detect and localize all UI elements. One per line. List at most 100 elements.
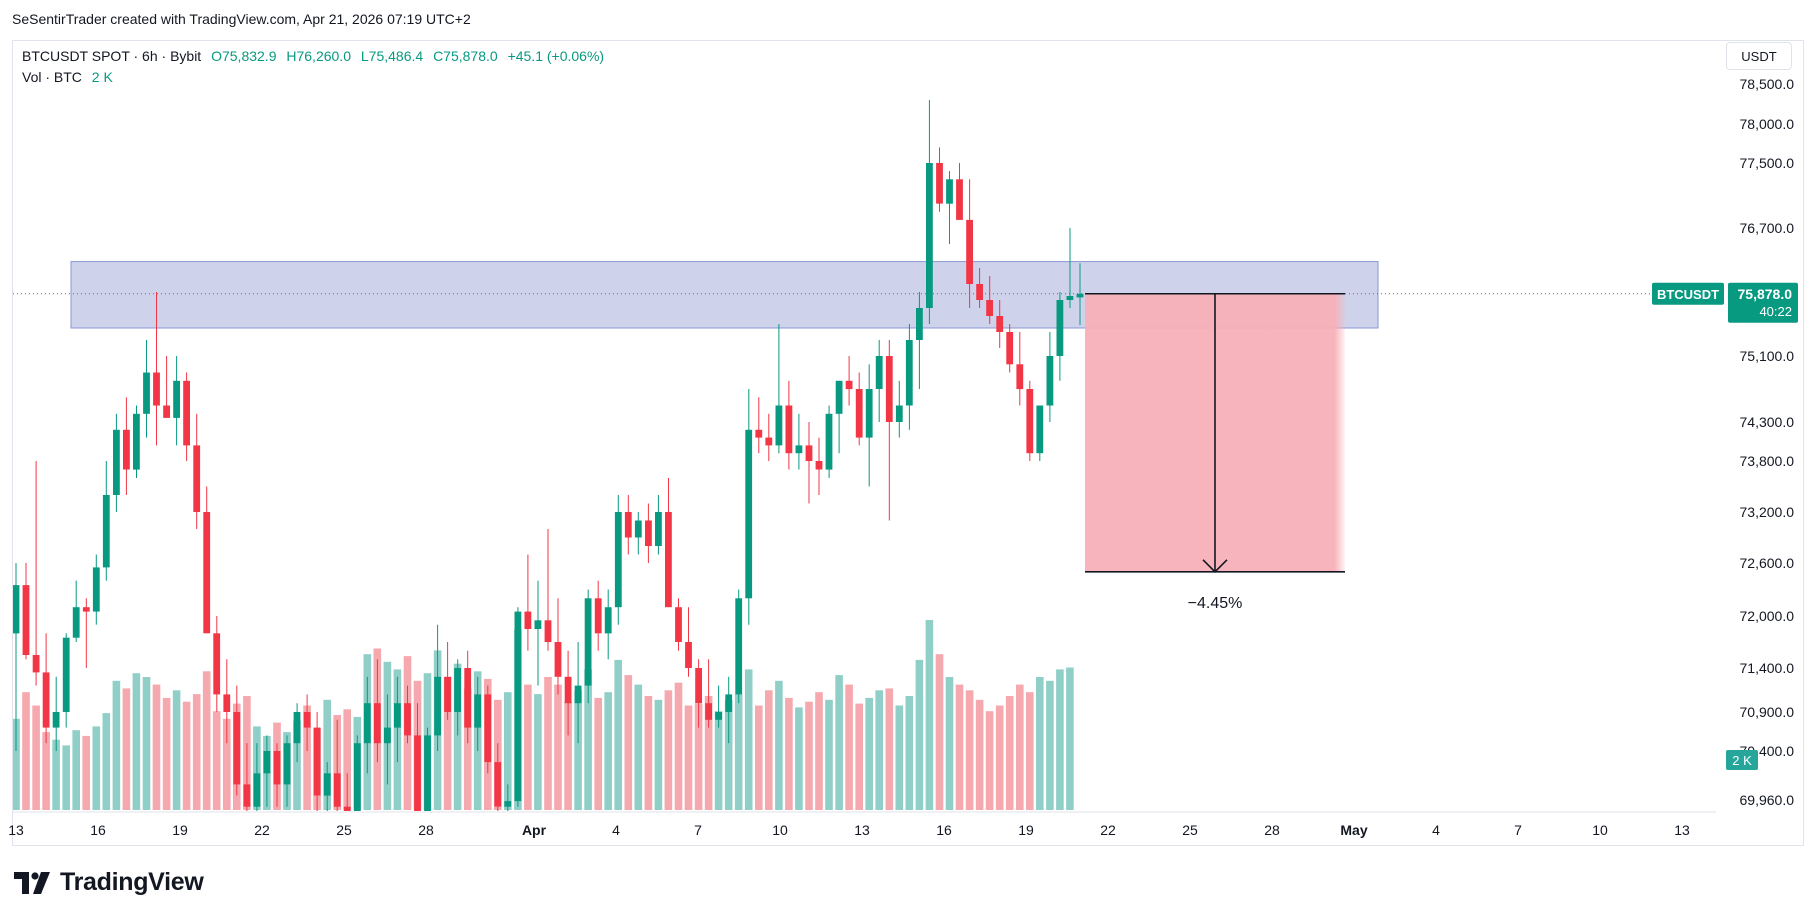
candle-body xyxy=(936,163,943,204)
volume-bar xyxy=(925,620,934,810)
candle-body xyxy=(193,445,201,512)
candle-body xyxy=(795,445,803,454)
candle-body xyxy=(323,773,331,796)
x-tick-label: 28 xyxy=(1264,822,1280,838)
y-tick-label: 78,000.0 xyxy=(1740,116,1795,132)
plot-area xyxy=(13,100,1716,811)
candle-body xyxy=(634,520,642,538)
volume-bar xyxy=(172,690,181,810)
tradingview-logo[interactable]: TradingView xyxy=(14,868,204,897)
candle-body xyxy=(1006,332,1014,365)
candle-body xyxy=(13,585,20,634)
candle-body xyxy=(655,512,662,546)
candle-body xyxy=(293,712,301,744)
candle-body xyxy=(62,637,70,712)
candle-body xyxy=(1076,293,1084,298)
projection-arrowhead xyxy=(1202,559,1228,573)
candle-body xyxy=(32,655,40,673)
volume-bar xyxy=(554,684,562,810)
tradingview-logo-icon xyxy=(14,871,50,894)
candle-body xyxy=(604,607,612,634)
candle-body xyxy=(805,445,813,461)
volume-bar xyxy=(1005,696,1014,810)
x-tick-label: May xyxy=(1340,822,1367,838)
volume-bar xyxy=(212,711,221,810)
volume-bar xyxy=(72,730,80,810)
legend-change: +45.1 (+0.06%) xyxy=(507,48,605,64)
x-tick-label: 10 xyxy=(772,822,788,838)
volume-bar xyxy=(855,703,863,810)
volume-bar xyxy=(162,697,171,810)
volume-bar xyxy=(1016,684,1024,810)
y-tick-label: 70,900.0 xyxy=(1740,704,1795,720)
candles xyxy=(13,100,1084,811)
candle-body xyxy=(303,712,311,728)
volume-bar xyxy=(504,692,512,810)
candle-body xyxy=(102,495,110,568)
candle-body xyxy=(92,567,100,612)
volume-bar xyxy=(775,680,783,810)
y-tick-label: 73,200.0 xyxy=(1740,504,1795,520)
candle-body xyxy=(243,784,251,807)
candle-body xyxy=(163,405,170,418)
x-tick-label: 4 xyxy=(612,822,620,838)
volume-bar xyxy=(574,690,582,810)
candle-body xyxy=(986,300,993,316)
volume-bar xyxy=(1036,677,1044,810)
volume-bar xyxy=(785,697,793,810)
volume-bar xyxy=(1056,669,1064,810)
volume-bar xyxy=(82,735,90,810)
candle-body xyxy=(584,598,592,686)
candle-body xyxy=(454,668,461,712)
candle-body xyxy=(534,620,542,629)
candle-body xyxy=(855,389,863,438)
candle-body xyxy=(484,694,492,763)
volume-bar xyxy=(634,684,643,810)
volume-bar xyxy=(835,675,843,810)
candle-body xyxy=(665,512,672,608)
candle-body xyxy=(976,284,983,300)
candle-body xyxy=(414,735,421,811)
volume-bar xyxy=(885,688,894,810)
candle-body xyxy=(946,179,953,204)
candle-body xyxy=(1066,296,1074,300)
candle-body xyxy=(1036,405,1044,454)
candle-body xyxy=(183,380,190,446)
volume-bar xyxy=(202,671,211,810)
chart-frame xyxy=(12,40,1804,846)
candle-body xyxy=(745,429,753,599)
candle-body xyxy=(624,512,632,538)
candle-body xyxy=(384,727,391,744)
volume-legend-label[interactable]: Vol · BTC xyxy=(22,69,82,85)
chart-attribution: SeSentirTrader created with TradingView.… xyxy=(12,11,471,27)
volume-bar xyxy=(453,663,462,810)
candle-body xyxy=(52,712,60,728)
candle-body xyxy=(233,712,241,785)
candle-body xyxy=(263,751,271,774)
last-price-symbol-tag xyxy=(1652,282,1724,305)
volume-bar xyxy=(192,694,201,810)
volume-bar xyxy=(132,673,141,810)
volume-bar xyxy=(443,677,452,810)
candle-body xyxy=(815,461,823,470)
volume-bar xyxy=(303,705,311,810)
candle-body xyxy=(865,389,873,438)
candle-body xyxy=(343,806,351,811)
currency-button[interactable]: USDT xyxy=(1726,42,1792,70)
candle-body xyxy=(895,405,903,422)
x-tick-label: 19 xyxy=(172,822,188,838)
volume-legend-value: 2 K xyxy=(91,69,113,85)
volume-bar xyxy=(1046,680,1054,810)
volume-bar xyxy=(62,745,70,810)
volume-bar xyxy=(343,709,351,810)
candle-body xyxy=(283,743,291,785)
x-tick-label: 7 xyxy=(694,822,702,838)
candle-body xyxy=(885,356,893,422)
y-tick-label: 72,600.0 xyxy=(1740,555,1795,571)
candle-body xyxy=(675,607,682,642)
symbol-title[interactable]: BTCUSDT SPOT · 6h · Bybit xyxy=(22,48,202,64)
candle-body xyxy=(614,512,622,608)
legend-high: H76,260.0 xyxy=(286,48,351,64)
volume-bar xyxy=(845,684,853,810)
